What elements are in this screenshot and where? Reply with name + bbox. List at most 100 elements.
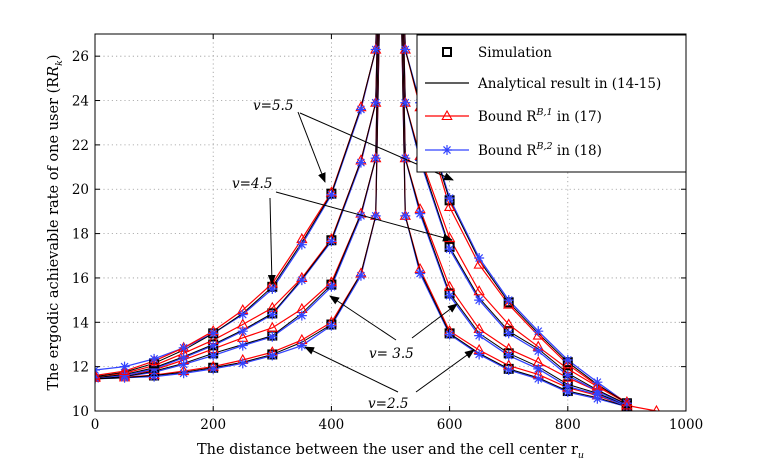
bound1-marker (621, 399, 633, 410)
x-axis-title-main: The distance between the user and the ce… (197, 442, 578, 458)
bound2-marker (119, 370, 130, 381)
analytical-line (404, 34, 628, 404)
legend-label-main: Simulation (478, 45, 552, 61)
bound2-marker (562, 370, 573, 381)
bound2-marker (592, 386, 603, 397)
y-tick-label: 22 (72, 138, 89, 154)
analytical-line (401, 34, 628, 408)
legend-star-marker (442, 145, 452, 155)
bound2-marker (178, 359, 189, 370)
y-axis-title: The ergodic achievable rate of one user … (46, 54, 65, 390)
bound1-marker (443, 280, 456, 291)
bound2-marker (355, 270, 366, 281)
legend-label: Bound RB,1 in (17) (478, 107, 602, 125)
bound1-marker (532, 329, 544, 340)
plot-frame (94, 33, 687, 412)
bound2-marker (326, 189, 337, 200)
bound2-marker (444, 244, 455, 255)
bound2-marker (326, 281, 337, 292)
annotation-label: v=2.5 (368, 396, 408, 412)
x-tick-label: 1000 (669, 417, 703, 433)
bound2-marker (415, 268, 426, 279)
bound2-marker (503, 350, 514, 361)
annotation-arrow (411, 303, 458, 339)
bound2-marker (208, 350, 219, 361)
y-axis-title-main: The ergodic achievable rate of one user … (46, 76, 62, 391)
legend-label-main: Bound R (478, 109, 537, 125)
bound2-marker (208, 340, 219, 351)
bound2-marker (208, 363, 219, 374)
bound2-marker (533, 373, 544, 384)
bound2-marker (533, 363, 544, 374)
bound2-marker (474, 349, 485, 360)
bound2-marker (326, 320, 337, 331)
bound2-marker (296, 310, 307, 321)
bound2-marker (355, 104, 366, 115)
annotation-arrow (415, 349, 475, 393)
legend-box (416, 34, 687, 173)
x-tick-label: 200 (200, 417, 226, 433)
legend-label: Analytical result in (14-15) (477, 76, 661, 92)
y-axis-title-sub: k (54, 60, 65, 66)
bound2-marker (533, 326, 544, 337)
bound2-marker (178, 342, 189, 353)
y-tick-label: 26 (72, 49, 89, 65)
annotation-label: v=5.5 (253, 98, 293, 114)
bound1-marker (562, 358, 574, 369)
x-tick-label: 800 (555, 417, 581, 433)
legend-label-suffix: in (18) (553, 143, 602, 159)
bound1-marker (503, 318, 515, 329)
bound2-marker (400, 153, 411, 164)
bound2-marker (444, 193, 455, 204)
legend-label-sup: B,1 (536, 107, 553, 118)
bound1-marker (95, 369, 101, 380)
bound2-marker (267, 350, 278, 361)
annotation-arrow (297, 111, 326, 183)
y-tick-label: 20 (72, 182, 89, 198)
analytical-line (402, 34, 628, 406)
bound1-marker (473, 258, 485, 269)
legend-label: Simulation (478, 45, 552, 61)
y-tick-label: 18 (72, 227, 89, 243)
bound2-marker (149, 363, 160, 374)
bound2-marker (178, 352, 189, 363)
bound2-marker (326, 236, 337, 247)
legend-label-suffix: in (17) (553, 109, 602, 125)
legend-label-sup: B,2 (536, 141, 553, 152)
bound2-marker (444, 329, 455, 340)
bound2-marker (503, 295, 514, 306)
annotation-arrow (275, 191, 453, 242)
bound2-marker (237, 340, 248, 351)
legend-label-main: Bound R (478, 143, 537, 159)
bound2-marker (296, 275, 307, 286)
x-tick-label: 400 (319, 417, 345, 433)
bound2-marker (503, 364, 514, 375)
legend-square-marker (442, 47, 452, 57)
y-tick-label: 12 (72, 360, 89, 376)
bound2-marker (355, 210, 366, 221)
y-axis-title-R: R (46, 66, 62, 78)
bound2-marker (208, 328, 219, 339)
marker-layer (95, 43, 660, 411)
x-axis-title: The distance between the user and the ce… (197, 442, 584, 461)
y-tick-label: 14 (72, 315, 89, 331)
bound2-marker (149, 353, 160, 364)
bound2-marker (415, 208, 426, 219)
bound2-marker (533, 346, 544, 357)
bound2-marker (503, 328, 514, 339)
bound2-marker (400, 210, 411, 221)
bound2-marker (621, 398, 632, 409)
annotation-arrow (329, 295, 397, 341)
y-axis-title-close: ) (46, 54, 62, 60)
bound1-marker (118, 364, 131, 376)
annotation-arrow (304, 346, 399, 393)
bound2-marker (370, 210, 381, 221)
annotation-arrow (267, 197, 276, 285)
bound2-marker (237, 358, 248, 369)
bound2-marker (267, 284, 278, 295)
bound2-marker (474, 330, 485, 341)
legend-label: Bound RB,2 in (18) (478, 141, 602, 159)
bound2-marker (400, 44, 411, 55)
bound1-marker (266, 321, 278, 332)
